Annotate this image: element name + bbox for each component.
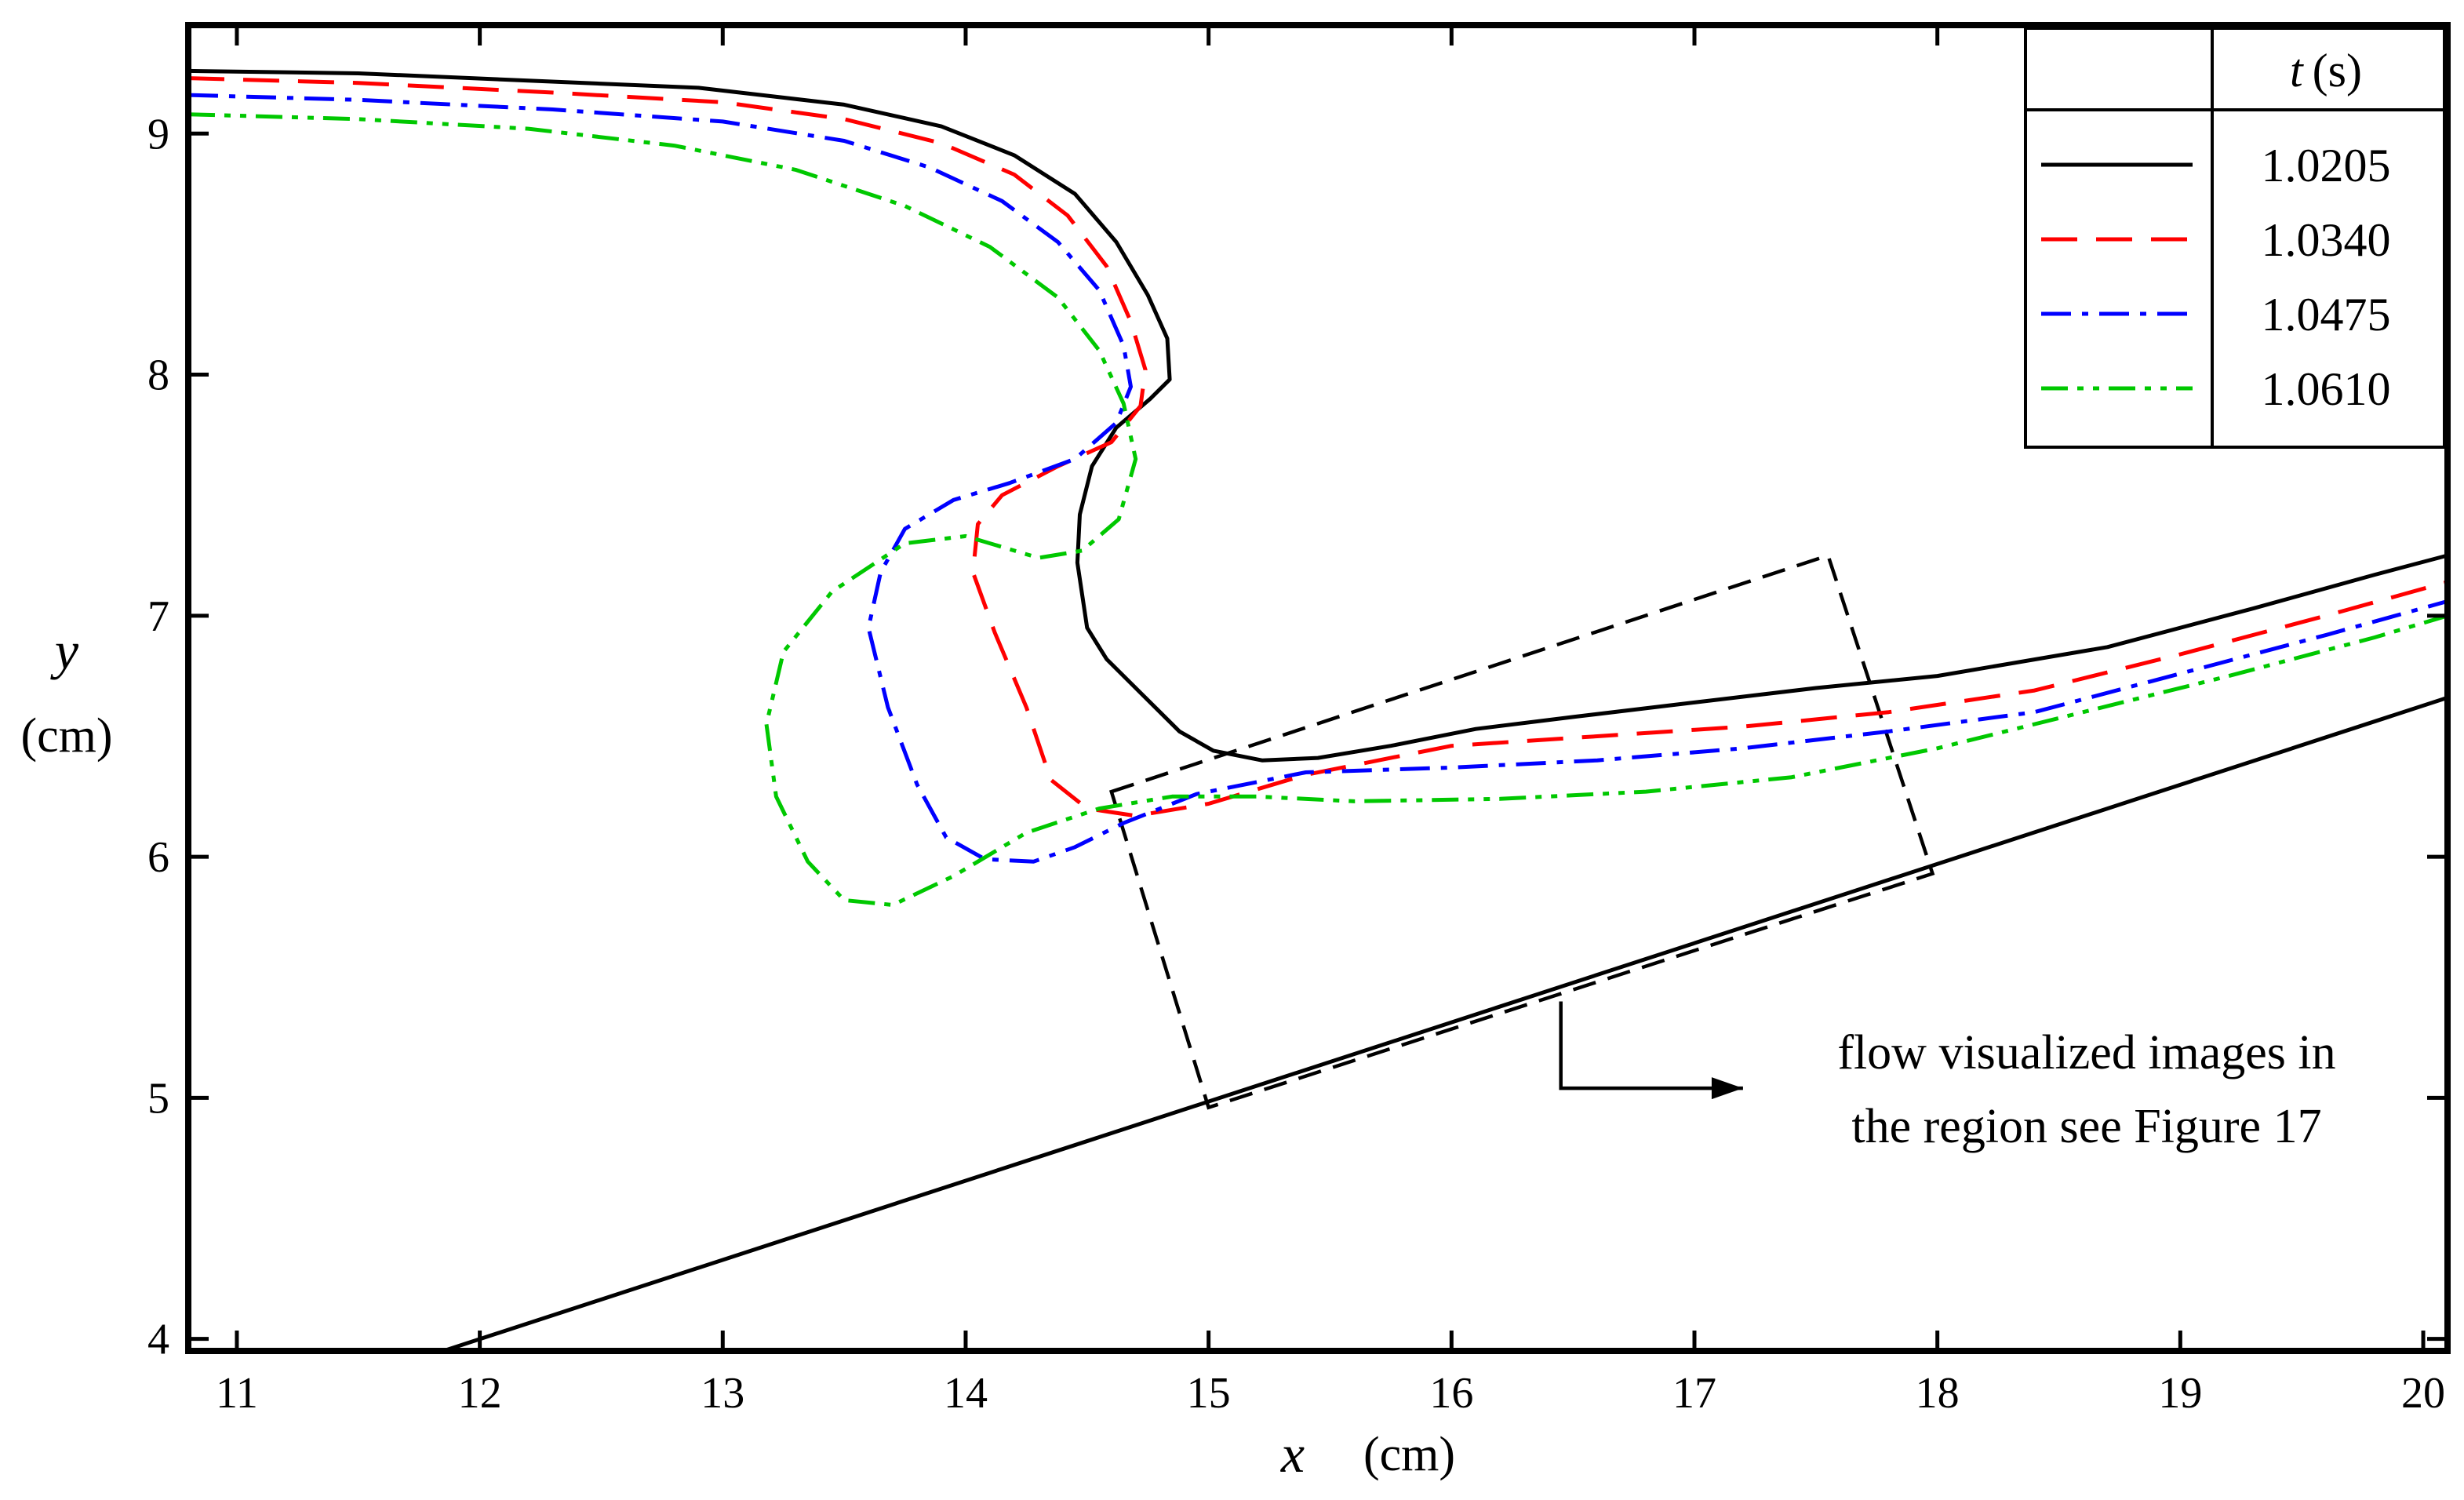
x-tick-label: 12 bbox=[458, 1369, 502, 1418]
series-line-4 bbox=[187, 112, 2448, 907]
x-tick-label: 13 bbox=[701, 1369, 744, 1418]
annotation-line-1: flow visualized images in bbox=[1837, 1026, 2335, 1079]
x-axis-symbol: x bbox=[1280, 1424, 1305, 1484]
series-line-3 bbox=[187, 93, 2448, 864]
y-tick-label: 6 bbox=[147, 833, 169, 882]
slope-layer bbox=[442, 695, 2448, 1353]
x-tick-label: 14 bbox=[944, 1369, 988, 1418]
legend-label-3: 1.0475 bbox=[2262, 289, 2391, 340]
x-axis-ticks: 11 12 13 14 15 16 17 18 19 20 bbox=[216, 25, 2445, 1418]
plot-frame bbox=[185, 22, 2451, 1354]
y-axis-title: y (cm) bbox=[20, 621, 112, 763]
region-box bbox=[1109, 553, 1935, 1110]
legend-label-4: 1.0610 bbox=[2262, 363, 2391, 415]
x-tick-label: 17 bbox=[1672, 1369, 1716, 1418]
annotation-arrow-line bbox=[1559, 1001, 1743, 1090]
annotation-arrow-head bbox=[1711, 1077, 1743, 1100]
legend-entries: 1.0205 1.0340 1.0475 1.0610 bbox=[2041, 140, 2391, 415]
legend-box bbox=[2024, 27, 2446, 449]
legend-header: t (s) bbox=[2290, 45, 2362, 96]
y-tick-label: 8 bbox=[147, 351, 169, 400]
x-tick-label: 20 bbox=[2401, 1369, 2445, 1418]
y-axis-symbol: y bbox=[50, 621, 79, 680]
x-tick-label: 11 bbox=[216, 1369, 258, 1418]
slope-line bbox=[442, 695, 2448, 1353]
legend-header-symbol: t bbox=[2290, 45, 2304, 96]
legend: t (s) 1.0205 1.0340 1.0475 1.0610 bbox=[2024, 27, 2446, 449]
y-tick-label: 5 bbox=[147, 1074, 169, 1123]
series-line-2 bbox=[187, 76, 2448, 818]
x-tick-label: 15 bbox=[1187, 1369, 1231, 1418]
series-layer bbox=[187, 68, 2448, 907]
series-line-1 bbox=[187, 68, 2448, 763]
x-tick-label: 18 bbox=[1916, 1369, 1960, 1418]
legend-label-2: 1.0340 bbox=[2262, 214, 2391, 266]
annotation-text: flow visualized images in the region see… bbox=[1837, 1026, 2335, 1153]
y-tick-label: 7 bbox=[147, 592, 169, 641]
y-tick-label: 4 bbox=[147, 1316, 169, 1364]
y-axis-unit: (cm) bbox=[20, 709, 112, 763]
x-tick-label: 19 bbox=[2158, 1369, 2202, 1418]
y-tick-label: 9 bbox=[147, 110, 169, 158]
x-tick-label: 16 bbox=[1429, 1369, 1473, 1418]
legend-label-1: 1.0205 bbox=[2262, 140, 2391, 191]
legend-header-unit: (s) bbox=[2313, 45, 2362, 96]
annotation-layer bbox=[1109, 553, 1935, 1110]
annotation-line-2: the region see Figure 17 bbox=[1851, 1100, 2321, 1153]
x-axis-unit: (cm) bbox=[1363, 1428, 1455, 1481]
x-axis-title: x (cm) bbox=[1280, 1424, 1455, 1484]
